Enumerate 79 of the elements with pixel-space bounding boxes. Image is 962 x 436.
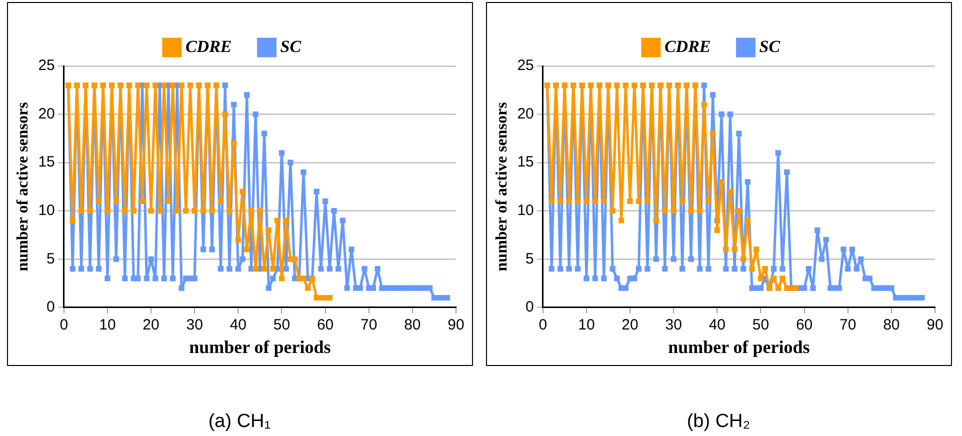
x-tick-label: 50 [752, 316, 769, 334]
point [548, 198, 554, 204]
x-tick-label: 60 [795, 316, 812, 334]
point [736, 208, 742, 214]
x-tick-label: 60 [316, 316, 334, 334]
legend-label: SC [280, 36, 302, 56]
legend-label: CDRE [664, 36, 710, 56]
x-axis-title: number of periods [668, 336, 810, 357]
point [635, 198, 642, 204]
y-axis-title: number of active sensors [493, 102, 510, 272]
point [574, 198, 580, 204]
x-tick-label: 90 [926, 316, 943, 334]
x-tick-label: 20 [621, 316, 638, 334]
y-axis-title: number of active sensors [14, 102, 32, 272]
x-tick-label: 0 [538, 316, 547, 334]
y-tick-label: 20 [38, 105, 54, 122]
point [566, 198, 572, 204]
point [744, 218, 750, 224]
y-tick-label: 15 [516, 154, 534, 171]
point [757, 276, 764, 282]
x-tick-label: 10 [578, 316, 594, 334]
y-tick-label: 0 [46, 298, 54, 316]
point [670, 208, 676, 214]
point [679, 198, 685, 204]
point [600, 198, 606, 204]
point [592, 198, 598, 204]
y-tick-label: 25 [516, 57, 534, 74]
x-tick-label: 30 [186, 316, 202, 334]
point [714, 227, 720, 233]
point [652, 218, 658, 224]
y-tick-label: 5 [525, 250, 534, 268]
x-axis-title: number of periods [188, 336, 330, 357]
point [609, 208, 615, 214]
x-tick-label: 80 [404, 316, 420, 334]
point [696, 208, 702, 214]
point [631, 82, 637, 88]
x-tick-label: 70 [360, 316, 377, 334]
legend-label: CDRE [184, 36, 232, 56]
point [583, 198, 589, 204]
point [626, 198, 632, 204]
point [614, 82, 620, 88]
point [557, 198, 563, 204]
x-tick-label: 10 [98, 316, 116, 334]
y-tick-label: 5 [46, 250, 54, 268]
y-tick-label: 25 [38, 57, 54, 74]
point [784, 285, 790, 291]
legend-label: SC [758, 36, 780, 56]
point [774, 285, 780, 291]
point [622, 82, 628, 88]
y-tick-label: 0 [525, 298, 534, 316]
point [779, 276, 785, 282]
point [748, 266, 754, 272]
point [688, 208, 694, 214]
point [718, 179, 724, 185]
point [731, 246, 737, 252]
x-tick-label: 80 [882, 316, 900, 334]
text: (a) CH₁ [208, 411, 271, 433]
point [705, 198, 711, 204]
point [753, 246, 759, 252]
text: (b) CH₂ [686, 411, 750, 433]
x-tick-label: 50 [272, 316, 290, 334]
point [662, 208, 668, 214]
y-tick-label: 15 [38, 154, 54, 171]
x-tick-label: 40 [229, 316, 246, 334]
x-tick-label: 40 [708, 316, 725, 334]
point [618, 218, 624, 224]
x-tick-label: 70 [839, 316, 856, 334]
point [644, 198, 650, 204]
point [726, 188, 733, 194]
x-tick-label: 90 [447, 316, 464, 334]
point [722, 246, 728, 252]
point [762, 266, 768, 272]
x-tick-label: 0 [59, 316, 68, 334]
x-tick-label: 20 [142, 316, 159, 334]
x-tick-label: 30 [664, 316, 682, 334]
y-tick-label: 10 [516, 202, 534, 219]
y-tick-label: 20 [516, 105, 534, 122]
y-tick-label: 10 [38, 202, 54, 219]
point [700, 102, 706, 108]
